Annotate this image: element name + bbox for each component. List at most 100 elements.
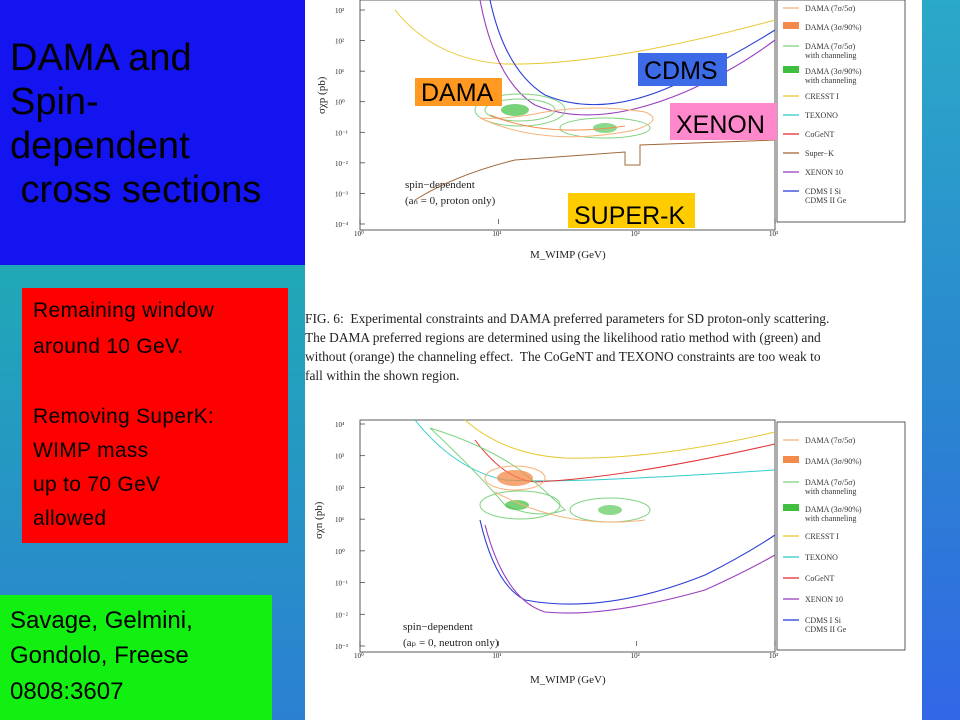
annotation-bottom-line1: spin−dependent (403, 621, 473, 633)
note-line: Remaining window (33, 299, 215, 322)
slide-title-line: cross sections (10, 169, 262, 211)
legend-bottom: DAMA (7σ/5σ)DAMA (3σ/90%)DAMA (7σ/5σ)wit… (776, 421, 906, 651)
legend-swatch (783, 456, 799, 463)
x-tick-label: 10² (631, 652, 640, 660)
note-line: allowed (33, 507, 107, 530)
x-tick-label: 10¹ (492, 652, 501, 660)
legend-label: Super−K (805, 149, 834, 158)
legend-label: DAMA (7σ/5σ) (805, 4, 856, 13)
note-box: Remaining window around 10 GeV. Removing… (22, 288, 288, 543)
legend-label: DAMA (7σ/5σ) (805, 478, 856, 487)
caption-line: fall within the shown region. (305, 368, 460, 383)
y-tick-label: 10⁰ (335, 548, 345, 556)
x-tick-label: 10³ (769, 652, 778, 660)
legend-swatch (783, 22, 799, 29)
axis-ticks-bottom: 10⁴ 10³ 10² 10¹ 10⁰ 10⁻¹ 10⁻² 10⁻³ 10⁰ 10¹ 10² 10³ (335, 421, 778, 660)
note-line: around 10 GeV. (33, 335, 184, 358)
y-tick-label: 10¹ (335, 68, 344, 76)
caption-line: without (orange) the channeling effect. … (305, 349, 821, 364)
curve-cdms (489, 0, 776, 106)
legend-label: TEXONO (805, 111, 838, 120)
note-line: Removing SuperK: (33, 405, 215, 428)
curve-superk (414, 139, 776, 201)
y-tick-label: 10⁻² (335, 160, 348, 168)
caption-line: FIG. 6: Experimental constraints and DAM… (305, 311, 830, 326)
dama-regions-top (474, 93, 654, 139)
legend-label: CRESST I (805, 92, 839, 101)
legend-sublabel: with channeling (805, 514, 856, 523)
legend-swatch (783, 504, 799, 511)
legend-sublabel: with channeling (805, 76, 856, 85)
reference-line: 0808:3607 (10, 678, 124, 705)
legend-label: XENON 10 (805, 168, 843, 177)
legend-label: DAMA (7σ/5σ) (805, 436, 856, 445)
dama-regions-bottom (429, 427, 651, 523)
dama-tag: DAMA (415, 78, 502, 107)
x-tick-label: 10⁰ (354, 652, 364, 660)
ylabel-top: σχp (pb) (316, 76, 328, 114)
reference-line: Savage, Gelmini, (10, 607, 193, 634)
legend-swatch (783, 66, 799, 73)
y-tick-label: 10² (335, 38, 344, 46)
ylabel-bottom: σχn (pb) (313, 501, 325, 539)
curve-cresst (394, 9, 776, 65)
y-tick-label: 10⁻³ (335, 643, 348, 651)
note-line: WIMP mass (33, 439, 149, 462)
legend-sublabel: with channeling (805, 487, 856, 496)
x-tick-label: 10² (631, 230, 640, 238)
slide-title-line: dependent (10, 125, 190, 167)
reference-line: Gondolo, Freese (10, 642, 189, 669)
legend-label: DAMA (3σ/90%) (805, 505, 862, 514)
x-tick-label: 10³ (769, 230, 778, 238)
plot-frame-bottom (359, 419, 776, 653)
legend-sublabel: with channeling (805, 51, 856, 60)
annotation-bottom-line2: (aₚ = 0, neutron only) (403, 637, 499, 649)
slide-title-line: DAMA and (10, 37, 192, 79)
legend-sublabel: CDMS II Ge (805, 625, 847, 634)
cdms-tag: CDMS (638, 53, 727, 86)
y-tick-label: 10⁴ (335, 421, 345, 429)
legend-label: CRESST I (805, 532, 839, 541)
caption-line: The DAMA preferred regions are determine… (305, 330, 821, 345)
xlabel-top: M_WIMP (GeV) (530, 249, 606, 261)
y-tick-label: 10³ (335, 453, 344, 461)
legend-sublabel: CDMS II Ge (805, 196, 847, 205)
note-line: up to 70 GeV (33, 473, 161, 496)
slide-title-line: Spin- (10, 81, 99, 123)
curve-texono-bottom (414, 419, 776, 482)
curve-xenon (479, 0, 776, 116)
xlabel-bottom: M_WIMP (GeV) (530, 674, 606, 686)
annotation-top-line2: (aₙ = 0, proton only) (405, 195, 496, 207)
y-tick-label: 10⁻⁴ (335, 221, 349, 229)
y-tick-label: 10⁰ (335, 99, 345, 107)
legend-label: CoGeNT (805, 574, 834, 583)
y-tick-label: 10⁻¹ (335, 129, 348, 137)
legend-label: XENON 10 (805, 595, 843, 604)
curve-cresst-bottom (464, 419, 776, 459)
legend-label: CDMS I Si (805, 616, 842, 625)
axis-ticks-top: 10³ 10² 10¹ 10⁰ 10⁻¹ 10⁻² 10⁻³ 10⁻⁴ 10⁰ 10¹ 10² 10³ (335, 7, 778, 238)
y-tick-label: 10³ (335, 7, 344, 15)
legend-label: CDMS I Si (805, 187, 842, 196)
xenon-tag: XENON (670, 103, 777, 140)
x-tick-label: 10¹ (492, 230, 501, 238)
legend-label: DAMA (7σ/5σ) (805, 42, 856, 51)
legend-label: DAMA (3σ/90%) (805, 67, 862, 76)
x-tick-label: 10⁰ (354, 230, 364, 238)
curve-cdms-bottom (479, 519, 776, 605)
y-tick-label: 10¹ (335, 516, 344, 524)
legend-top: DAMA (7σ/5σ)DAMA (3σ/90%)DAMA (7σ/5σ)wit… (776, 0, 906, 223)
slide-title-box: DAMA and Spin- dependent cross sections (0, 0, 305, 265)
y-tick-label: 10⁻¹ (335, 580, 348, 588)
legend-label: DAMA (3σ/90%) (805, 457, 862, 466)
legend-label: DAMA (3σ/90%) (805, 23, 862, 32)
y-tick-label: 10⁻² (335, 611, 348, 619)
right-background (922, 0, 960, 720)
y-tick-label: 10⁻³ (335, 190, 348, 198)
superk-tag: SUPER-K (568, 193, 695, 230)
curve-xenon-bottom (484, 524, 776, 614)
paper-figure-page: 10³ 10² 10¹ 10⁰ 10⁻¹ 10⁻² 10⁻³ 10⁻⁴ 10⁰ 10¹ 10² 10³… (305, 0, 922, 720)
